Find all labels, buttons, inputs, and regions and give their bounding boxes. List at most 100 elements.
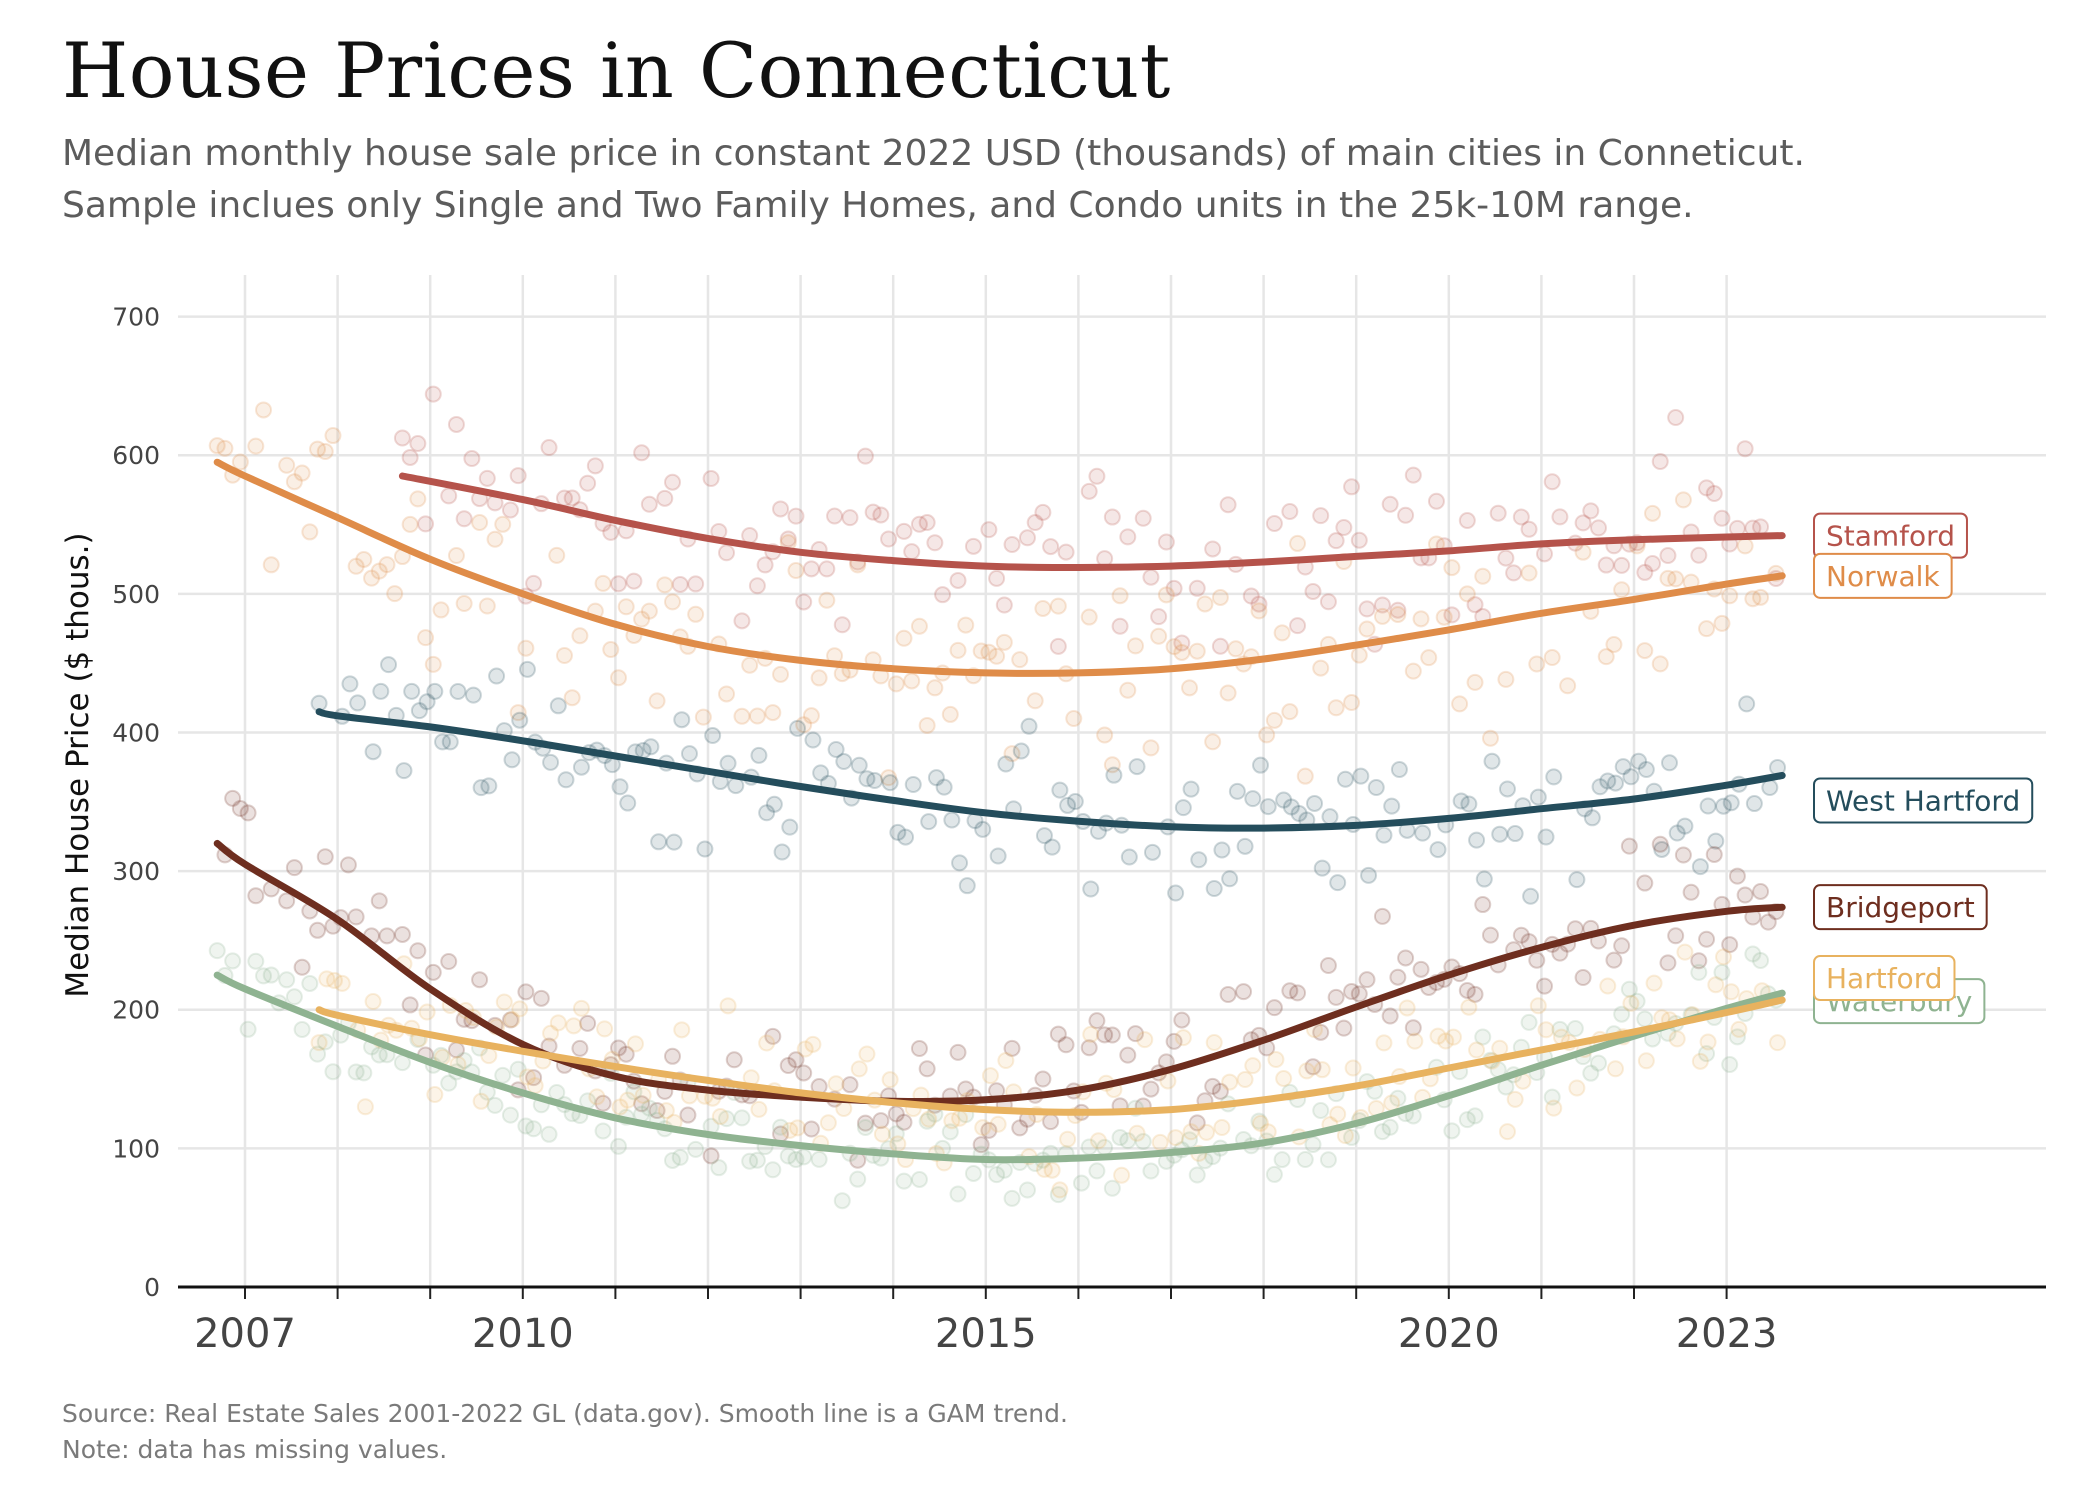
scatter-point	[309, 1045, 327, 1063]
scatter-point	[1089, 1132, 1107, 1150]
scatter-point	[1435, 608, 1453, 626]
scatter-point	[1042, 538, 1060, 556]
scatter-point	[563, 689, 581, 707]
scatter-point	[1244, 790, 1262, 808]
scatter-point	[858, 1045, 876, 1063]
scatter-point	[1312, 1023, 1330, 1041]
scatter-point	[795, 1148, 813, 1166]
scatter-point	[1051, 781, 1069, 799]
scatter-point	[741, 527, 759, 545]
scatter-point	[718, 544, 736, 562]
scatter-point	[1728, 1028, 1746, 1046]
scatter-point	[1312, 507, 1330, 525]
scatter-point	[378, 556, 396, 574]
scatter-point	[611, 1098, 629, 1116]
scatter-point	[981, 1067, 999, 1085]
scatter-point	[418, 1003, 436, 1021]
scatter-point	[1335, 1019, 1353, 1037]
scatter-point	[1582, 1064, 1600, 1082]
scatter-point	[441, 733, 459, 751]
scatter-point	[1605, 635, 1623, 653]
scatter-point	[494, 515, 512, 533]
scatter-point	[1042, 1113, 1060, 1131]
scatter-point	[673, 1021, 691, 1039]
scatter-point	[1204, 540, 1222, 558]
scatter-point	[1018, 529, 1036, 547]
scatter-point	[1752, 951, 1770, 969]
scatter-point	[927, 769, 945, 787]
scatter-point	[247, 437, 265, 455]
scatter-point	[1289, 617, 1307, 635]
scatter-point	[1676, 943, 1694, 961]
scatter-point	[1414, 824, 1432, 842]
scatter-point	[1182, 780, 1200, 798]
scatter-point	[880, 530, 898, 548]
scatter-point	[1551, 508, 1569, 526]
trend-line-hartford	[315, 996, 1786, 1116]
scatter-point	[509, 467, 527, 485]
scatter-point	[1591, 778, 1609, 796]
scatter-point	[1429, 1027, 1447, 1045]
scatter-point	[789, 719, 807, 737]
scatter-point	[1119, 528, 1137, 546]
scatter-point	[216, 439, 234, 457]
scatter-point	[255, 967, 273, 985]
scatter-point	[1721, 587, 1739, 605]
scatter-point	[1769, 1034, 1787, 1052]
scatter-point	[1389, 968, 1407, 986]
scatter-point	[1590, 1054, 1608, 1072]
scatter-point	[1381, 1118, 1399, 1136]
scatter-point	[1174, 799, 1192, 817]
scatter-point	[1497, 549, 1515, 567]
scatter-point	[711, 1108, 729, 1126]
scatter-point	[1707, 976, 1725, 994]
scatter-point	[594, 574, 612, 592]
scatter-point	[895, 1172, 913, 1190]
scatter-point	[380, 656, 398, 674]
scatter-point	[1375, 1034, 1393, 1052]
scatter-point	[1188, 1166, 1206, 1184]
scatter-point	[1329, 874, 1347, 892]
scatter-point	[472, 1092, 490, 1110]
scatter-point	[1080, 482, 1098, 500]
scatter-point	[943, 811, 961, 829]
scatter-point	[1035, 827, 1053, 845]
scatter-point	[918, 514, 936, 532]
scatter-point	[1545, 1099, 1563, 1117]
scatter-point	[640, 1099, 658, 1117]
scatter-point	[1350, 531, 1368, 549]
scatter-point	[1150, 608, 1168, 626]
scatter-point	[1080, 608, 1098, 626]
scatter-point	[455, 594, 473, 612]
scatter-point	[702, 470, 720, 488]
scatter-point	[1304, 582, 1322, 600]
scatter-point	[1205, 1034, 1223, 1052]
scatter-point	[1344, 1059, 1362, 1077]
scatter-point	[1452, 792, 1470, 810]
scatter-point	[1481, 729, 1499, 747]
scatter-point	[1551, 1020, 1569, 1038]
scatter-point	[633, 1095, 651, 1113]
scatter-point	[750, 1100, 768, 1118]
scatter-point	[1761, 779, 1779, 797]
scatter-point	[1451, 695, 1469, 713]
scatter-point	[1559, 677, 1577, 695]
scatter-point	[525, 1069, 543, 1087]
scatter-point	[1713, 614, 1731, 632]
scatter-point	[1637, 760, 1655, 778]
scatter-point	[393, 925, 411, 943]
scatter-point	[1721, 1055, 1739, 1073]
scatter-point	[1529, 788, 1547, 806]
axes: 0 100 200 300 400 500 600 700 2007 2010 2015 2020 20…	[112, 303, 2046, 1357]
scatter-point	[988, 1166, 1006, 1184]
scatter-point	[920, 813, 938, 831]
series-label-box	[1813, 552, 1953, 599]
scatter-point	[372, 682, 390, 700]
scatter-point	[1620, 980, 1638, 998]
scatter-point	[1728, 867, 1746, 885]
scatter-point	[1267, 1050, 1285, 1068]
scatter-point	[1343, 693, 1361, 711]
scatter-point	[1290, 805, 1308, 823]
scatter-point	[1721, 936, 1739, 954]
scatter-point	[316, 1033, 334, 1051]
